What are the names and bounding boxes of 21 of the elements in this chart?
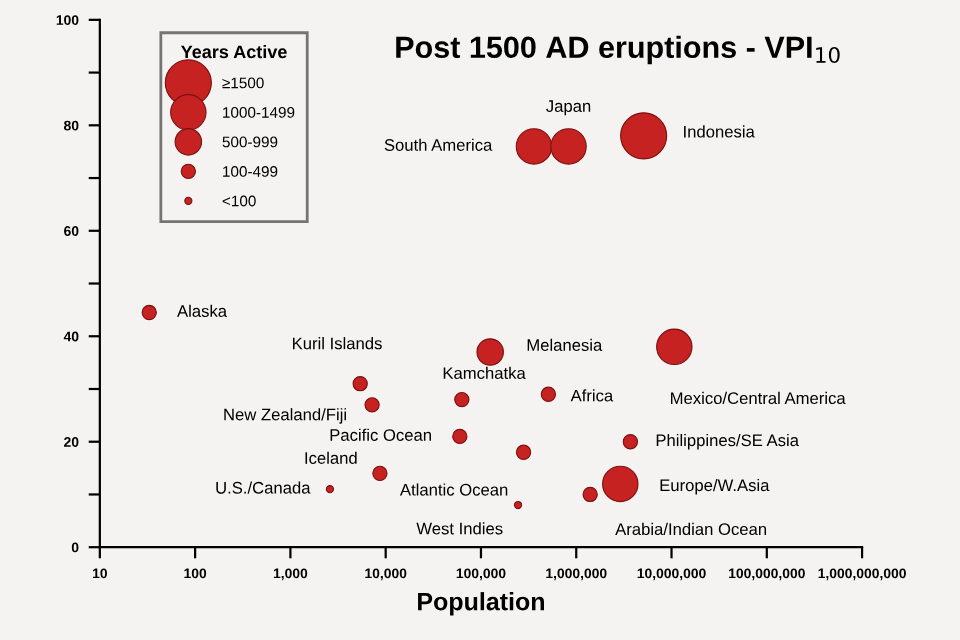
annotation: Europe/W.Asia <box>660 478 770 495</box>
annotation: Japan <box>546 100 591 116</box>
x-axis-title: Population <box>418 592 544 616</box>
annotation: Iceland <box>305 451 357 464</box>
annotation: Kamchatka <box>443 366 526 380</box>
annotation: Pacific Ocean <box>330 428 431 441</box>
annotation: U.S./Canada <box>216 481 311 494</box>
annotation: Alaska <box>177 304 228 317</box>
annotation: New Zealand/Fiji <box>224 408 346 424</box>
annotation: Melanesia <box>527 338 603 351</box>
chart-title: Post 1500 AD eruptions - VPI$_{10}$ <box>396 35 840 65</box>
annotation: West Indies <box>416 522 503 535</box>
annotation: South America <box>384 138 493 151</box>
annotation: Mexico/Central America <box>671 391 846 405</box>
annotation: Philippines/SE Asia <box>656 433 799 450</box>
legend-title: Years Active <box>180 44 287 59</box>
annotation: Arabia/Indian Ocean <box>615 522 767 536</box>
annotation: Africa <box>570 389 614 402</box>
annotation: Atlantic Ocean <box>399 483 508 496</box>
annotation: Kuril Islands <box>293 337 382 350</box>
annotation: Indonesia <box>684 125 755 138</box>
